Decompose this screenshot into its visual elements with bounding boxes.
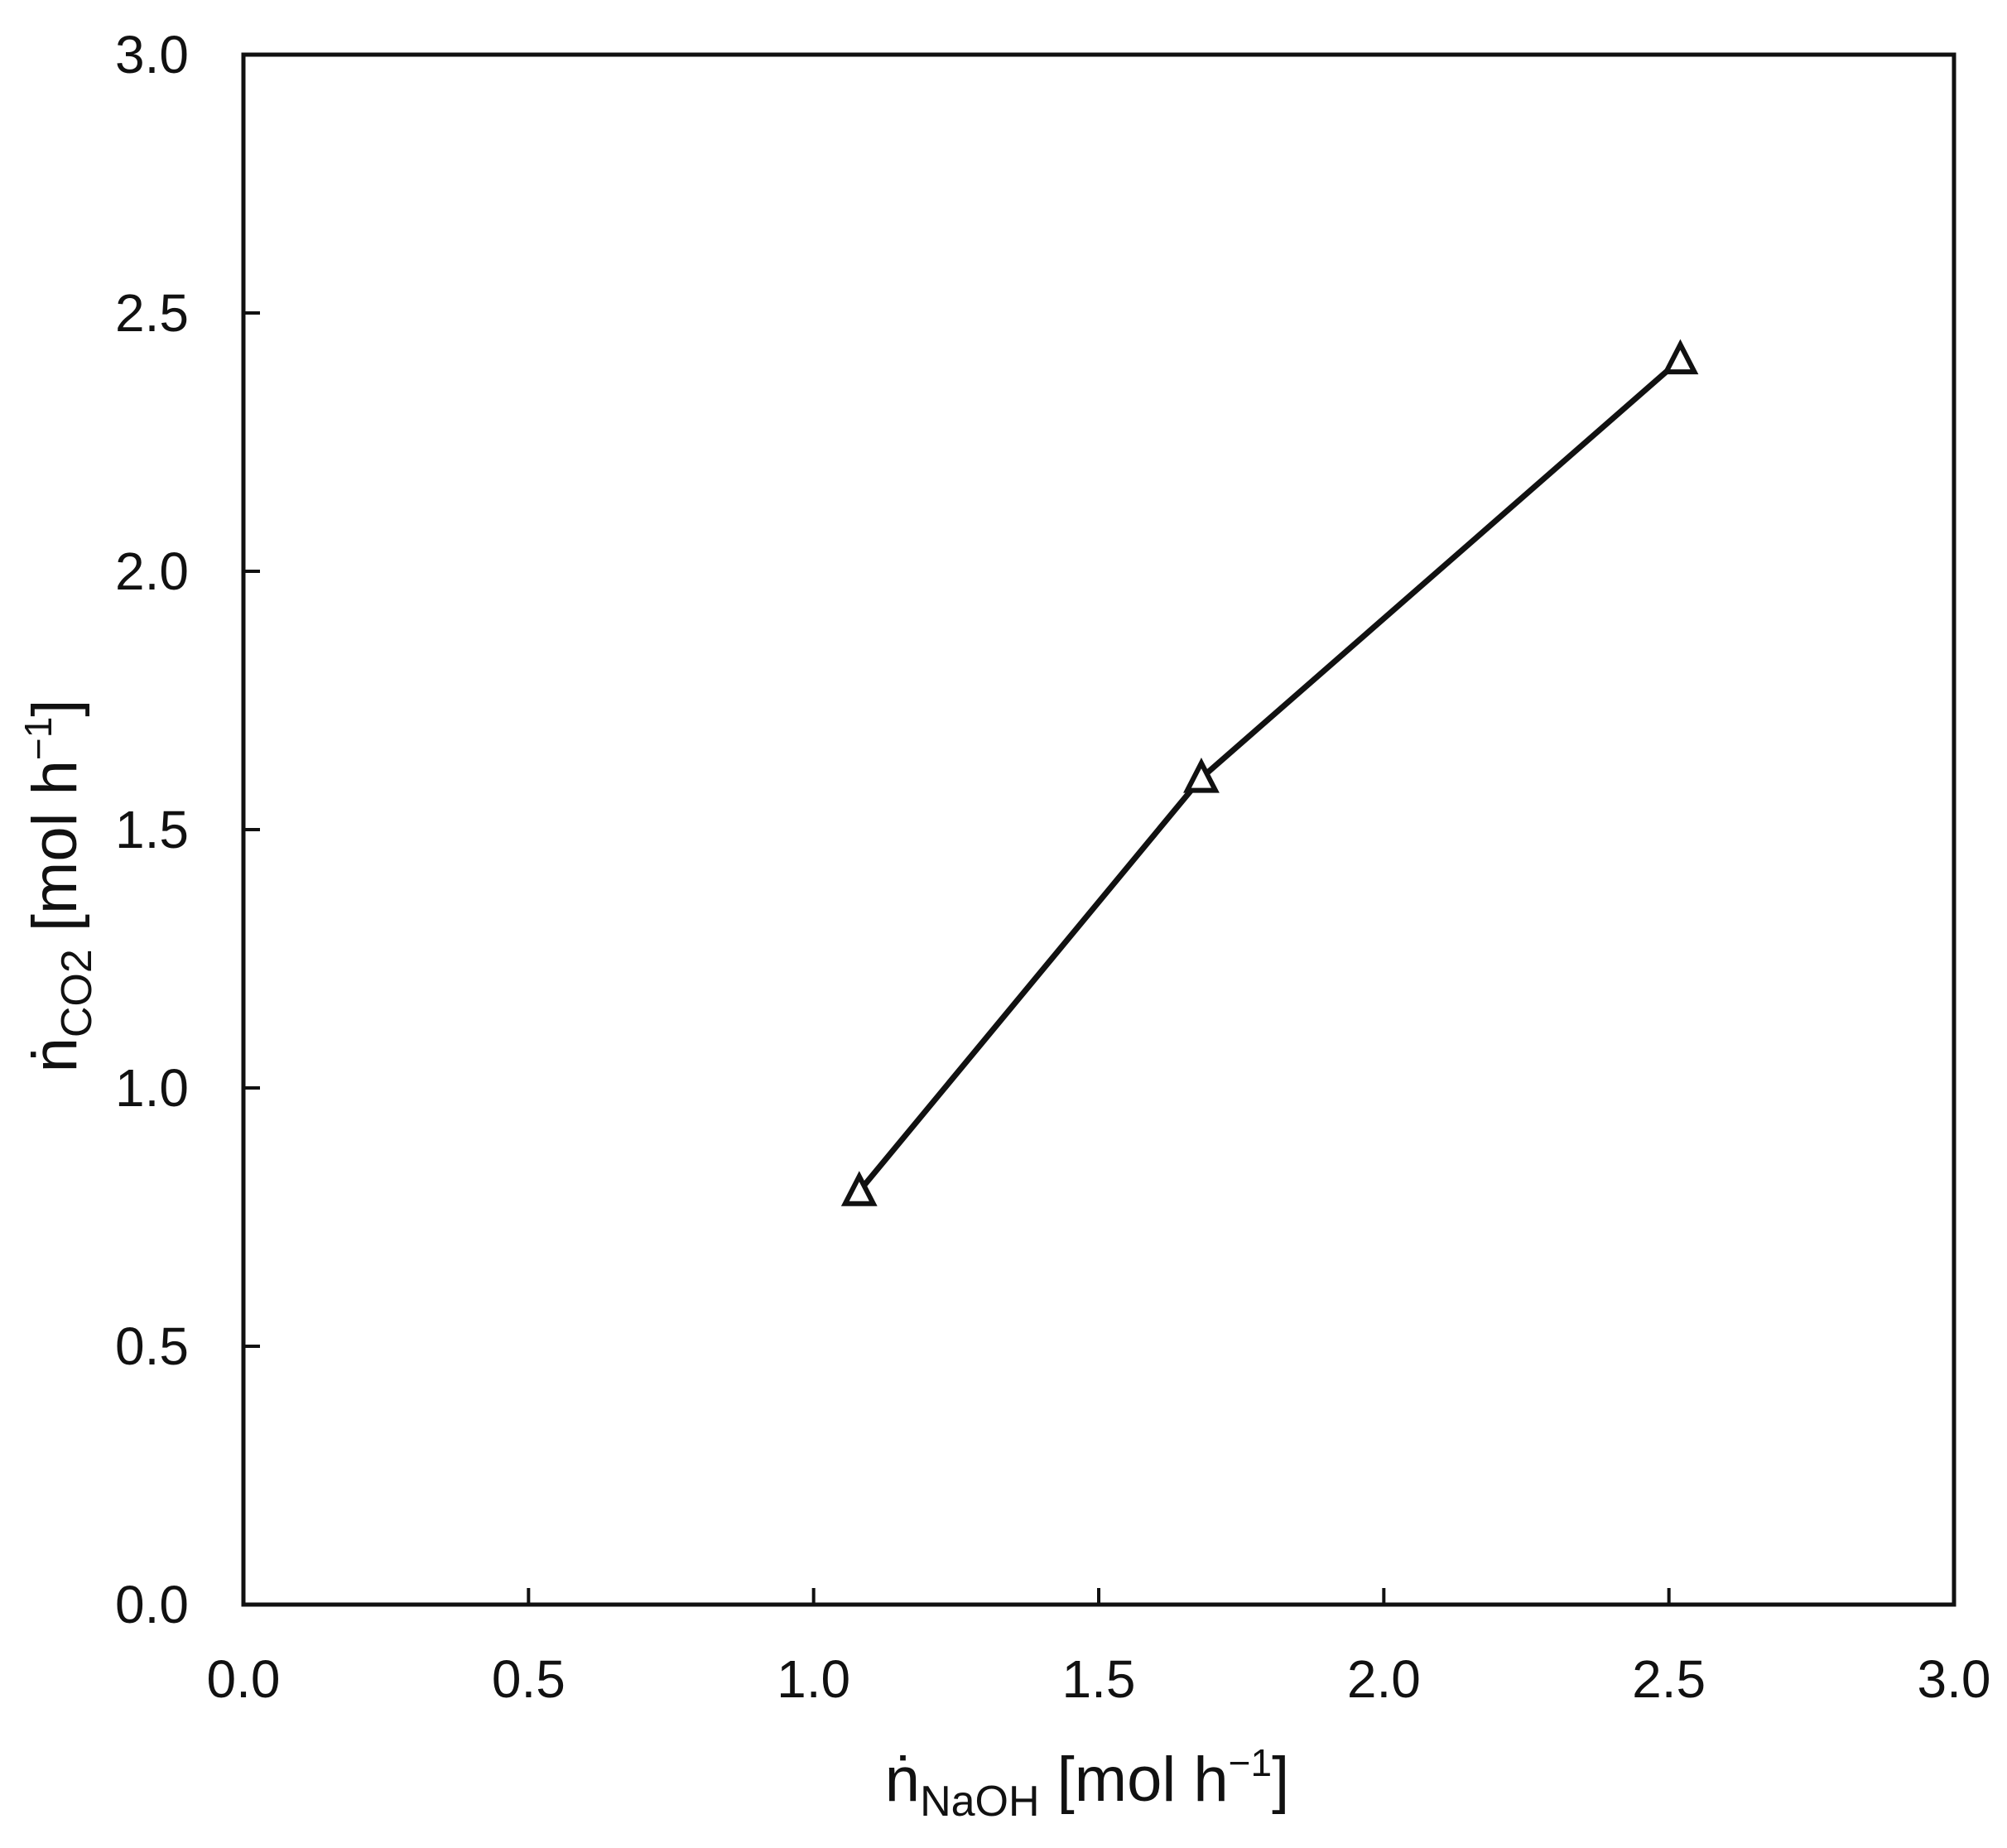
y-tick-label: 3.0 [115, 25, 189, 84]
x-tick-label: 2.0 [1347, 1649, 1421, 1709]
y-axis-label-superscript: −1 [17, 717, 60, 760]
x-axis: 0.0 0.5 1.0 1.5 2.0 2.5 3.0 ṅNaOH [mol h−1] [207, 1588, 1991, 1826]
x-tick-label: 0.0 [207, 1649, 281, 1709]
y-tick-label: 1.0 [115, 1058, 189, 1118]
y-axis: 0.0 0.5 1.0 1.5 2.0 2.5 3.0 ṅCO2 [mol h−1] [17, 25, 260, 1634]
y-axis-label-subscript: CO2 [53, 949, 101, 1037]
y-tick-label: 2.0 [115, 541, 189, 601]
y-axis-label-symbol: ṅ [20, 1037, 90, 1072]
y-axis-label-unit-close: ] [20, 700, 90, 717]
y-tick-label: 0.0 [115, 1575, 189, 1634]
x-tick-label: 0.5 [492, 1649, 566, 1709]
x-tick-label: 2.5 [1632, 1649, 1706, 1709]
x-tick-label: 3.0 [1918, 1649, 1991, 1709]
x-axis-label-symbol: ṅ [885, 1745, 920, 1815]
y-axis-label-unit: [mol h [20, 760, 90, 949]
x-tick-label: 1.0 [777, 1649, 850, 1709]
x-tick-label: 1.5 [1062, 1649, 1136, 1709]
x-axis-tick-labels: 0.0 0.5 1.0 1.5 2.0 2.5 3.0 [207, 1649, 1991, 1709]
y-axis-tick-labels: 0.0 0.5 1.0 1.5 2.0 2.5 3.0 [115, 25, 189, 1634]
y-tick-label: 1.5 [115, 800, 189, 859]
y-axis-label: ṅCO2 [mol h−1] [17, 700, 101, 1073]
data-point-triangle [1183, 758, 1220, 793]
data-series [840, 339, 1699, 1206]
plot-frame [241, 52, 1956, 1607]
y-tick-label: 0.5 [115, 1316, 189, 1376]
data-point-triangle [1662, 339, 1699, 375]
x-axis-label: ṅNaOH [mol h−1] [885, 1741, 1289, 1826]
x-axis-label-subscript: NaOH [920, 1778, 1039, 1826]
y-tick-label: 2.5 [115, 283, 189, 343]
data-point-triangle [840, 1171, 878, 1206]
x-axis-label-unit-close: ] [1272, 1745, 1289, 1815]
x-axis-label-unit: [mol h [1040, 1745, 1229, 1815]
x-axis-label-superscript: −1 [1229, 1741, 1272, 1784]
